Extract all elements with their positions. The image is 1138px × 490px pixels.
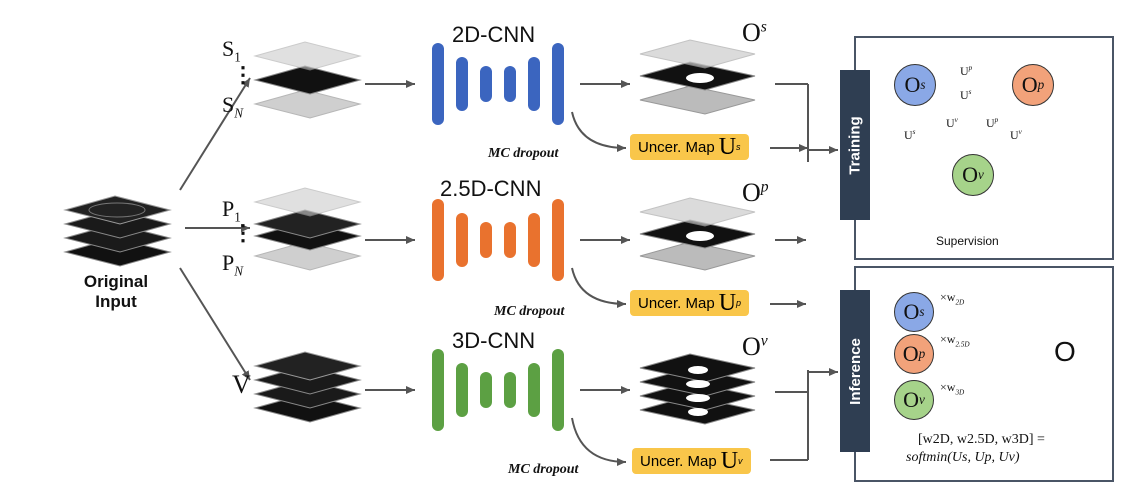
arrow-input-to-s bbox=[179, 77, 251, 191]
training-panel bbox=[854, 36, 1114, 260]
cnn-25d-layer-5 bbox=[528, 213, 540, 267]
original-input-label: Original Input bbox=[83, 272, 149, 311]
cnn-25d-bars bbox=[432, 199, 564, 281]
sn-label: SN bbox=[222, 92, 244, 121]
pn-label: PN bbox=[222, 250, 244, 279]
edge-label-us-left: Us bbox=[904, 128, 916, 142]
cnn-2d-layer-6 bbox=[552, 43, 564, 125]
mc-dropout-arrow-1 bbox=[571, 111, 627, 152]
cnn-25d-layer-1 bbox=[432, 199, 444, 281]
original-input-stack bbox=[63, 195, 172, 267]
output-stack-p bbox=[639, 197, 756, 271]
cnn-25d-layer-6 bbox=[552, 199, 564, 281]
edge-label-up-right: Up bbox=[986, 116, 999, 130]
cnn-2d-bars bbox=[432, 43, 564, 125]
mc-dropout-arrow-3 bbox=[571, 417, 627, 466]
cnn-3d-layer-3 bbox=[480, 372, 492, 408]
cnn-2d-layer-1 bbox=[432, 43, 444, 125]
cnn-3d-layer-5 bbox=[528, 363, 540, 417]
s1-label: S1 bbox=[222, 36, 241, 65]
cnn-2d-layer-5 bbox=[528, 57, 540, 111]
mc-dropout-label-1: MC dropout bbox=[488, 146, 559, 161]
merge-lines bbox=[770, 83, 838, 461]
cnn-25d-layer-4 bbox=[504, 222, 516, 258]
weight-3d-label: ×w3D bbox=[940, 380, 965, 397]
training-tab: Training bbox=[840, 70, 870, 220]
formula-line-2: softmin(Us, Up, Uv) bbox=[906, 450, 1020, 465]
s-slices-stack bbox=[253, 41, 362, 119]
cnn-2d-layer-4 bbox=[504, 66, 516, 102]
cnn-25d-title: 2.5D-CNN bbox=[440, 176, 542, 201]
weight-25d-label: ×w2.5D bbox=[940, 332, 970, 349]
cnn-2d-title: 2D-CNN bbox=[452, 22, 536, 47]
weight-2d-label: ×w2D bbox=[940, 290, 965, 307]
s-ellipsis: ⋮ bbox=[232, 62, 254, 87]
cnn-25d-layer-3 bbox=[480, 222, 492, 258]
cnn-3d-layer-2 bbox=[456, 363, 468, 417]
cnn-3d-layer-4 bbox=[504, 372, 516, 408]
supervision-label: Supervision bbox=[936, 234, 999, 248]
v-label: V bbox=[232, 370, 251, 399]
cnn-3d-layer-1 bbox=[432, 349, 444, 431]
v-volume-stack bbox=[253, 351, 362, 423]
cnn-3d-layer-6 bbox=[552, 349, 564, 431]
p-slices-stack bbox=[253, 187, 362, 271]
edge-label-us-top: Us bbox=[960, 88, 972, 102]
mc-dropout-label-3: MC dropout bbox=[508, 462, 579, 477]
cnn-2d-layer-3 bbox=[480, 66, 492, 102]
inference-tab: Inference bbox=[840, 290, 870, 452]
arrow-input-to-v bbox=[179, 267, 251, 381]
mc-dropout-arrow-2 bbox=[571, 267, 627, 308]
output-stack-s bbox=[639, 39, 756, 115]
output-stack-v bbox=[639, 353, 756, 425]
cnn-2d-layer-2 bbox=[456, 57, 468, 111]
cnn-3d-title: 3D-CNN bbox=[452, 328, 536, 353]
output-v-label: Ov bbox=[742, 332, 768, 361]
edge-label-uv-right: Uv bbox=[1010, 128, 1022, 142]
cnn-3d-bars bbox=[432, 349, 564, 431]
edge-label-uv-left: Uv bbox=[946, 116, 958, 130]
cnn-25d-layer-2 bbox=[456, 213, 468, 267]
p-ellipsis: ⋮ bbox=[232, 220, 254, 245]
output-s-label: Os bbox=[742, 18, 767, 47]
output-p-label: Op bbox=[742, 178, 769, 207]
mc-dropout-label-2: MC dropout bbox=[494, 304, 565, 319]
formula-line-1: [w2D, w2.5D, w3D] = bbox=[918, 432, 1045, 447]
edge-label-up-top: Up bbox=[960, 64, 973, 78]
p1-label: P1 bbox=[222, 196, 241, 225]
final-output-label: O bbox=[1054, 336, 1076, 367]
